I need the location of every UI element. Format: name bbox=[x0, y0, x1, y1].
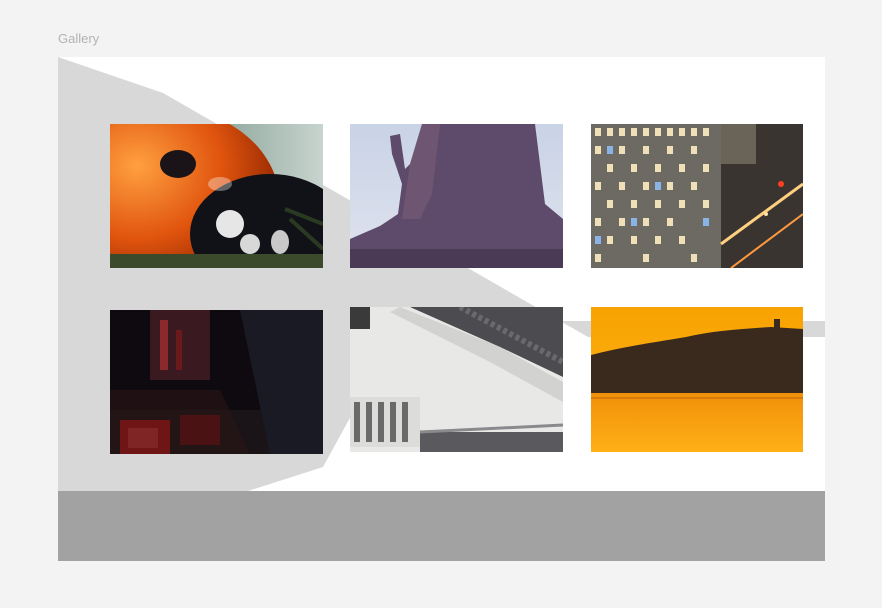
bottom-bar bbox=[58, 491, 825, 561]
gallery-image-city-night[interactable] bbox=[591, 124, 803, 268]
frame-title: Gallery bbox=[58, 31, 100, 46]
gallery-image-sunset-lake[interactable] bbox=[591, 307, 803, 452]
gallery-image-red-machine[interactable] bbox=[110, 310, 323, 454]
gallery-image-temple-roof[interactable] bbox=[350, 307, 563, 452]
gallery-image-butte[interactable] bbox=[350, 124, 563, 268]
gallery-canvas bbox=[58, 57, 825, 561]
gallery-image-ladybug[interactable] bbox=[110, 124, 323, 268]
